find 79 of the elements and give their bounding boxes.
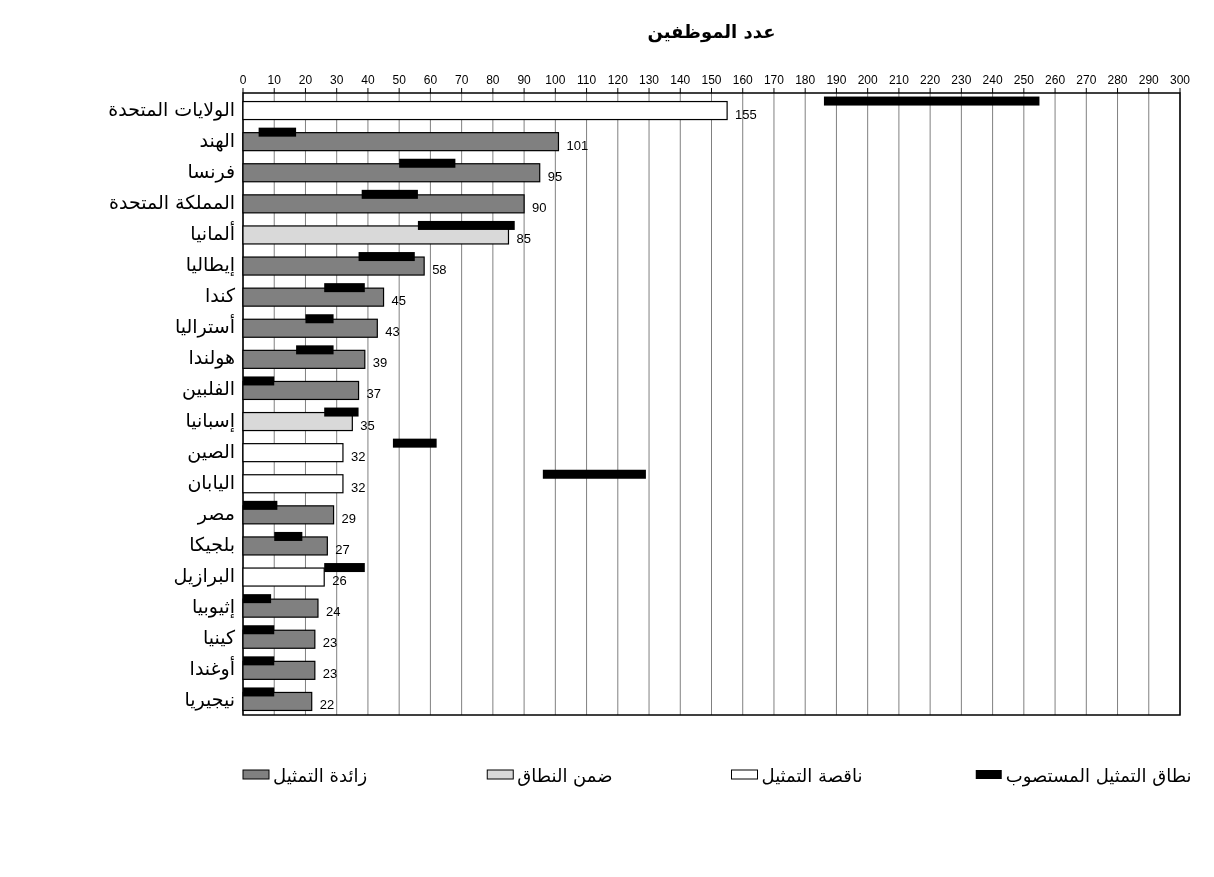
data-label: 23 [322,666,338,682]
x-tick-label: 160 [732,73,754,87]
data-label: 22 [319,697,335,713]
data-label: 29 [341,510,357,526]
y-tick-label: كندا [204,284,236,307]
y-tick-label: نيجيريا [184,688,235,712]
data-label: 39 [372,355,388,371]
x-tick-label: 20 [298,73,313,87]
y-tick-label: إسبانيا [185,408,235,433]
x-tick-label: 150 [701,73,722,87]
x-tick-label: 300 [1169,73,1191,87]
y-tick-label: مصر [196,501,235,525]
x-tick-label: 260 [1045,73,1066,87]
data-label: 43 [385,324,400,340]
x-tick-label: 280 [1107,73,1128,87]
x-tick-label: 70 [454,73,469,87]
x-tick-label: 30 [330,73,344,87]
x-tick-label: 0 [239,73,247,87]
legend-label: نطاق التمثيل المستصوب [1005,765,1192,787]
legend-label: زائدة التمثيل [273,765,368,786]
y-tick-label: البرازيل [173,564,235,588]
x-tick-label: 60 [423,73,438,87]
x-tick-label: 40 [361,73,375,87]
x-tick-label: 190 [826,73,847,87]
y-tick-label: الفلبين [182,377,235,401]
legend-label: ناقصة التمثيل [761,765,863,786]
y-tick-label: إيطاليا [185,253,235,278]
data-label: 155 [735,106,757,122]
y-tick-label: الصين [187,439,235,463]
x-tick-label: 100 [545,73,566,87]
data-label: 58 [432,262,447,278]
legend-label: ضمن النطاق [517,765,613,787]
x-tick-label: 180 [795,73,816,87]
x-tick-label: 240 [982,73,1003,87]
data-label: 32 [350,448,366,464]
y-tick-label: هولندا [188,346,235,370]
x-tick-label: 110 [577,73,597,87]
x-tick-label: 230 [951,73,972,87]
y-tick-label: بلجيكا [189,532,235,555]
bar [542,469,646,479]
y-tick-label: الولايات المتحدة [108,97,235,121]
x-tick-label: 170 [763,73,785,87]
y-tick-label: المملكة المتحدة [108,190,235,213]
data-label: 32 [350,479,366,495]
data-label: 37 [366,386,382,402]
y-tick-label: كينيا [202,626,236,649]
x-tick-label: 270 [1076,73,1097,87]
data-label: 35 [360,417,375,433]
x-tick-label: 50 [392,73,407,87]
x-tick-label: 90 [517,73,532,87]
x-tick-label: 140 [670,73,691,87]
data-label: 95 [547,168,563,184]
x-tick-label: 10 [267,73,282,87]
data-label: 85 [516,230,531,246]
y-tick-label: اليابان [187,470,235,493]
data-label: 90 [532,199,547,215]
y-tick-label: الهند [199,128,235,152]
x-tick-label: 200 [857,73,878,87]
y-tick-label: إثيوبيا [192,595,235,620]
data-label: 27 [335,541,350,557]
y-tick-label: أوغندا [189,656,235,681]
data-label: 26 [332,573,347,589]
x-tick-label: 290 [1138,73,1160,87]
x-tick-label: 220 [920,73,941,87]
x-tick-label: 130 [639,73,660,87]
data-label: 45 [391,293,407,309]
y-tick-label: فرنسا [187,159,235,183]
x-tick-label: 80 [486,73,500,87]
x-tick-label: 250 [1013,73,1035,87]
bar [823,96,1040,106]
bar [392,438,437,448]
x-tick-label: 120 [607,73,629,87]
data-label: 101 [566,137,589,153]
data-label: 23 [322,635,338,651]
x-tick-label: 210 [888,73,910,87]
y-tick-label: أستراليا [174,314,235,339]
y-tick-label: ألمانيا [190,220,235,244]
data-label: 24 [325,604,341,620]
chart-title: عدد الموظفين [647,21,776,43]
